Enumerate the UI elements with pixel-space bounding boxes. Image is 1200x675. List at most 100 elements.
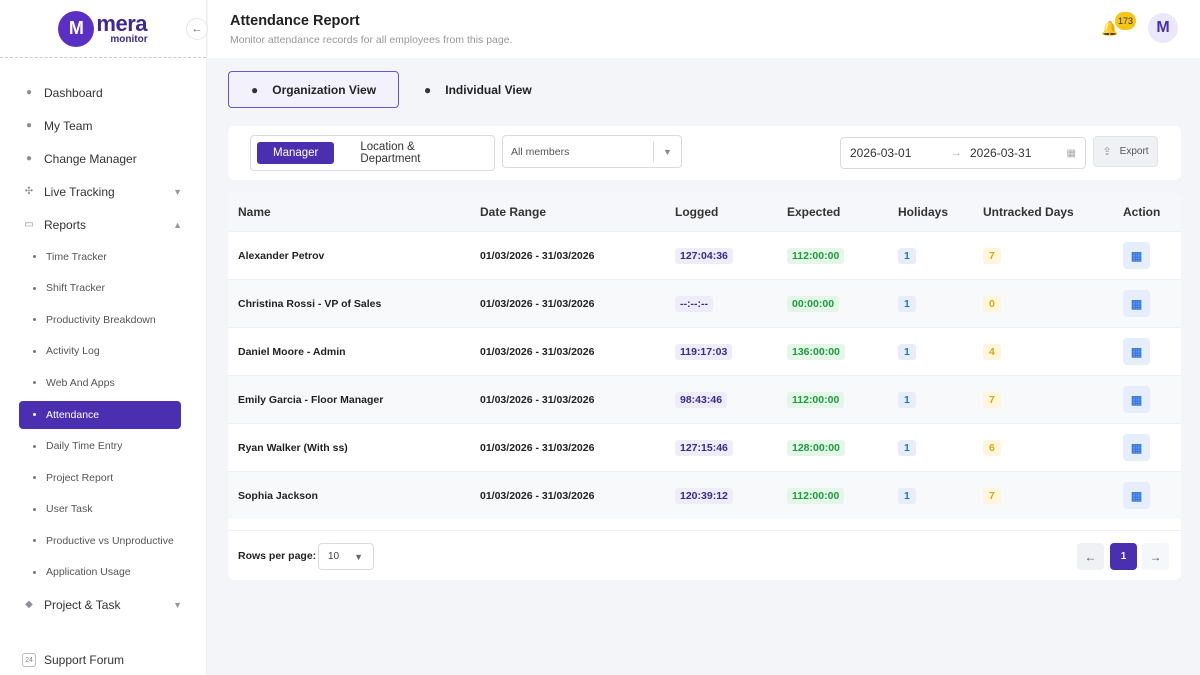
bullet-icon xyxy=(33,539,36,543)
sidebar-subitem-time-tracker[interactable]: Time Tracker xyxy=(0,241,206,273)
arrow-right-icon: → xyxy=(951,147,962,159)
sidebar-item-support-forum[interactable]: 24 Support Forum xyxy=(22,653,124,667)
team-icon: ● xyxy=(25,120,33,131)
view-calendar-button[interactable]: ▦ xyxy=(1123,386,1150,413)
employee-name: Emily Garcia - Floor Manager xyxy=(238,393,384,406)
members-select-value: All members xyxy=(511,145,570,158)
subitem-label: Project Report xyxy=(46,471,114,484)
sidebar-subitem-web-and-apps[interactable]: Web And Apps xyxy=(0,367,206,399)
column-header-expected[interactable]: Expected xyxy=(787,205,841,219)
date-to-input[interactable]: 2026-03-31 xyxy=(970,146,1032,160)
sidebar-item-label: Project & Task xyxy=(44,597,121,612)
segment-manager-button[interactable]: Manager xyxy=(257,142,335,164)
sidebar-subitem-attendance[interactable]: Attendance xyxy=(19,400,181,429)
view-calendar-button[interactable]: ▦ xyxy=(1123,242,1150,269)
date-range-cell: 01/03/2026 - 31/03/2026 xyxy=(480,441,595,454)
page-title: Attendance Report xyxy=(230,13,360,29)
column-header-untracked-days[interactable]: Untracked Days xyxy=(983,205,1074,219)
organization-icon: ● xyxy=(251,82,259,97)
table-row: Emily Garcia - Floor Manager 01/03/2026 … xyxy=(228,375,1181,423)
sidebar-item-reports[interactable]: ▭ Reports ▲ xyxy=(0,208,206,241)
holidays-count: 1 xyxy=(898,343,916,360)
sidebar-subitem-productive-vs-unproductive[interactable]: Productive vs Unproductive xyxy=(0,525,206,557)
collapse-sidebar-button[interactable]: ← xyxy=(186,18,208,40)
project-task-icon: ◆ xyxy=(25,599,33,610)
sidebar-item-live-tracking[interactable]: ✣ Live Tracking ▼ xyxy=(0,175,206,208)
employee-name: Christina Rossi - VP of Sales xyxy=(238,297,382,310)
segment-location-department-button[interactable]: Location & Department xyxy=(360,141,421,165)
untracked-days-count: 7 xyxy=(983,487,1001,504)
sidebar-subitem-shift-tracker[interactable]: Shift Tracker xyxy=(0,273,206,305)
view-calendar-button[interactable]: ▦ xyxy=(1123,434,1150,461)
bullet-icon xyxy=(33,349,36,353)
avatar[interactable]: M xyxy=(1148,13,1178,43)
arrow-right-icon: → xyxy=(1149,549,1162,564)
column-header-action: Action xyxy=(1123,205,1161,219)
holidays-count: 1 xyxy=(898,439,916,456)
brand-logo[interactable]: M mera monitor ← xyxy=(0,0,208,58)
bell-icon[interactable]: 🔔 xyxy=(1101,20,1119,36)
change-manager-icon: ● xyxy=(25,153,33,164)
bullet-icon xyxy=(33,381,36,385)
sidebar-subitem-productivity-breakdown[interactable]: Productivity Breakdown xyxy=(0,304,206,336)
view-calendar-button[interactable]: ▦ xyxy=(1123,482,1150,509)
calendar-icon: ▦ xyxy=(1130,392,1143,407)
sidebar-item-label: Support Forum xyxy=(44,653,125,667)
subitem-label: User Task xyxy=(46,503,93,516)
sidebar-subitem-activity-log[interactable]: Activity Log xyxy=(0,336,206,368)
logged-time: 127:15:46 xyxy=(675,439,733,456)
sidebar-subitem-project-report[interactable]: Project Report xyxy=(0,462,206,494)
members-select[interactable]: All members ▼ xyxy=(502,135,682,168)
sidebar-item-label: Live Tracking xyxy=(44,184,115,199)
column-header-date-range[interactable]: Date Range xyxy=(480,205,547,219)
logged-time: 127:04:36 xyxy=(675,247,733,264)
notification-badge: 173 xyxy=(1115,12,1137,30)
arrow-left-icon: ← xyxy=(191,23,203,35)
date-range-cell: 01/03/2026 - 31/03/2026 xyxy=(480,297,595,310)
bullet-icon xyxy=(33,476,36,480)
logged-time: 120:39:12 xyxy=(675,487,733,504)
sidebar-subitem-user-task[interactable]: User Task xyxy=(0,494,206,526)
date-range-cell: 01/03/2026 - 31/03/2026 xyxy=(480,249,595,262)
previous-page-button[interactable]: ← xyxy=(1077,543,1104,570)
calendar-icon: ▦ xyxy=(1130,488,1143,503)
column-header-holidays[interactable]: Holidays xyxy=(898,205,949,219)
subitem-label: Activity Log xyxy=(46,345,100,358)
sidebar-subitem-application-usage[interactable]: Application Usage xyxy=(0,557,206,589)
untracked-days-count: 7 xyxy=(983,391,1001,408)
chevron-up-icon: ▲ xyxy=(173,219,182,230)
sidebar-subitem-daily-time-entry[interactable]: Daily Time Entry xyxy=(0,431,206,463)
support-24-icon: 24 xyxy=(22,653,36,667)
chevron-down-icon: ▼ xyxy=(173,186,182,197)
table-row: Alexander Petrov 01/03/2026 - 31/03/2026… xyxy=(228,231,1181,279)
tab-individual-view[interactable]: ● Individual View xyxy=(424,71,532,108)
date-range-picker[interactable]: 2026-03-01 → 2026-03-31 ▦ xyxy=(840,137,1086,169)
view-calendar-button[interactable]: ▦ xyxy=(1123,290,1150,317)
calendar-icon: ▦ xyxy=(1130,440,1143,455)
current-page-button[interactable]: 1 xyxy=(1110,543,1137,570)
sidebar-item-dashboard[interactable]: ● Dashboard xyxy=(0,76,206,109)
dashboard-icon: ● xyxy=(25,87,33,98)
view-calendar-button[interactable]: ▦ xyxy=(1123,338,1150,365)
next-page-button[interactable]: → xyxy=(1142,543,1169,570)
upload-icon: ⇪ xyxy=(1102,146,1112,158)
date-from-input[interactable]: 2026-03-01 xyxy=(850,146,912,160)
column-header-name[interactable]: Name xyxy=(238,205,271,219)
subitem-label: Application Usage xyxy=(46,566,131,579)
rows-per-page-label: Rows per page: xyxy=(238,550,317,562)
sidebar-item-project-task[interactable]: ◆ Project & Task ▼ xyxy=(0,588,206,621)
expected-time: 128:00:00 xyxy=(787,439,845,456)
subitem-label: Productivity Breakdown xyxy=(46,313,156,326)
column-header-logged[interactable]: Logged xyxy=(675,205,719,219)
bullet-icon xyxy=(33,255,36,259)
employee-name: Sophia Jackson xyxy=(238,489,318,502)
sidebar-item-change-manager[interactable]: ● Change Manager xyxy=(0,142,206,175)
tab-organization-view[interactable]: ● Organization View xyxy=(228,71,399,108)
sidebar-item-my-team[interactable]: ● My Team xyxy=(0,109,206,142)
chevron-down-icon: ▼ xyxy=(173,599,182,610)
rows-per-page-select[interactable]: 10 ▼ xyxy=(318,543,374,570)
holidays-count: 1 xyxy=(898,295,916,312)
export-button[interactable]: ⇪ Export xyxy=(1093,136,1158,167)
subitem-label: Time Tracker xyxy=(46,250,107,263)
live-tracking-icon: ✣ xyxy=(24,186,34,197)
